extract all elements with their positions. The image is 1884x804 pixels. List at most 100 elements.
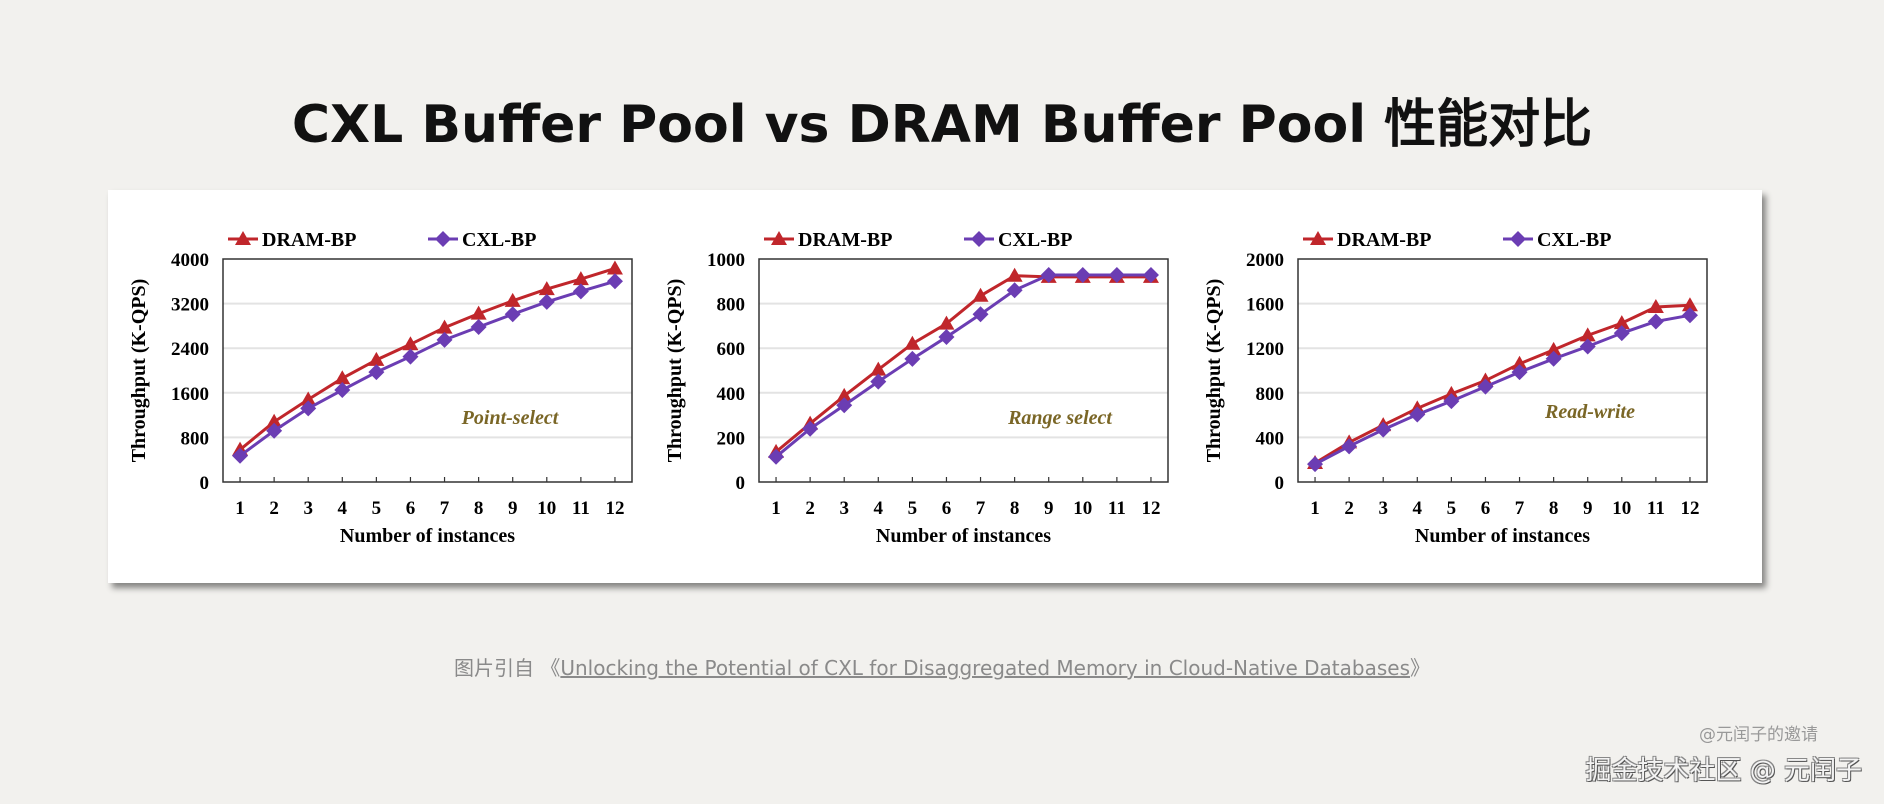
- y-tick-label: 0: [736, 473, 746, 494]
- data-point-dram-bp: [470, 305, 487, 320]
- data-point-cxl-bp: [436, 331, 453, 348]
- data-point-cxl-bp: [1647, 313, 1664, 330]
- x-tick-label: 7: [976, 498, 986, 519]
- x-tick-label: 5: [1447, 498, 1457, 519]
- data-point-cxl-bp: [300, 400, 317, 417]
- data-point-cxl-bp: [1108, 267, 1125, 284]
- data-point-dram-bp: [1006, 267, 1023, 282]
- caption-open-bracket: 《: [540, 656, 561, 680]
- workload-annotation: Point-select: [461, 407, 560, 429]
- data-point-cxl-bp: [572, 283, 589, 300]
- x-tick-label: 11: [1108, 498, 1126, 519]
- data-point-dram-bp: [904, 335, 921, 350]
- figure-caption: 图片引自 《Unlocking the Potential of CXL for…: [0, 652, 1884, 681]
- data-point-cxl-bp: [1545, 350, 1562, 367]
- data-point-cxl-bp: [1006, 282, 1023, 299]
- data-point-cxl-bp: [1307, 456, 1324, 473]
- data-point-cxl-bp: [1074, 267, 1091, 284]
- y-tick-label: 1000: [707, 250, 745, 271]
- data-point-cxl-bp: [1477, 378, 1494, 395]
- x-tick-label: 7: [1515, 498, 1525, 519]
- data-point-dram-bp: [972, 287, 989, 302]
- y-axis-title: Throughput (K-QPS): [664, 279, 686, 463]
- x-tick-label: 2: [1344, 498, 1354, 519]
- data-point-dram-bp: [436, 319, 453, 334]
- x-tick-label: 10: [1073, 498, 1092, 519]
- series-line-cxl-bp: [1314, 313, 1691, 466]
- caption-prefix: 图片引自: [454, 656, 534, 680]
- legend-label: CXL-BP: [1537, 229, 1611, 251]
- x-axis-title: Number of instances: [340, 525, 515, 547]
- data-point-dram-bp: [368, 351, 385, 366]
- x-axis-title: Number of instances: [876, 525, 1051, 547]
- y-axis-title: Throughput (K-QPS): [128, 279, 150, 463]
- data-point-dram-bp: [1613, 315, 1630, 330]
- caption-close-bracket: 》: [1410, 656, 1430, 680]
- workload-annotation: Range select: [1007, 407, 1113, 429]
- data-point-cxl-bp: [402, 348, 419, 365]
- x-tick-label: 4: [338, 498, 348, 519]
- data-point-dram-bp: [266, 413, 283, 428]
- x-tick-label: 8: [1010, 498, 1020, 519]
- x-tick-label: 5: [908, 498, 918, 519]
- data-point-cxl-bp: [1511, 364, 1528, 381]
- x-tick-label: 1: [235, 498, 245, 519]
- legend-marker-dram-bp: [1310, 231, 1326, 245]
- plot-area-frame: [1297, 258, 1708, 483]
- data-point-dram-bp: [1579, 327, 1596, 342]
- legend-marker-dram-bp: [771, 231, 787, 245]
- y-tick-label: 200: [717, 428, 746, 449]
- x-tick-label: 6: [1481, 498, 1491, 519]
- caption-source-link[interactable]: Unlocking the Potential of CXL for Disag…: [560, 656, 1410, 680]
- x-tick-label: 7: [440, 498, 450, 519]
- x-tick-label: 8: [1549, 498, 1559, 519]
- data-point-dram-bp: [334, 370, 351, 385]
- y-tick-label: 3200: [171, 295, 209, 316]
- data-point-cxl-bp: [538, 293, 555, 310]
- legend-label: DRAM-BP: [798, 229, 892, 251]
- x-tick-label: 3: [303, 498, 313, 519]
- legend-marker-cxl-bp: [971, 231, 987, 247]
- data-point-cxl-bp: [870, 373, 887, 390]
- data-point-cxl-bp: [266, 422, 283, 439]
- y-tick-label: 600: [717, 339, 746, 360]
- x-tick-label: 12: [605, 498, 624, 519]
- data-point-dram-bp: [1511, 355, 1528, 370]
- y-tick-label: 400: [717, 384, 746, 405]
- y-tick-label: 2000: [1246, 250, 1284, 271]
- data-point-dram-bp: [1443, 385, 1460, 400]
- x-tick-label: 1: [771, 498, 781, 519]
- data-point-cxl-bp: [1409, 406, 1426, 423]
- x-tick-label: 1: [1310, 498, 1320, 519]
- data-point-dram-bp: [836, 387, 853, 402]
- x-tick-label: 9: [1044, 498, 1054, 519]
- series-line-cxl-bp: [775, 273, 1151, 458]
- y-tick-label: 0: [200, 473, 210, 494]
- watermark-invite: @元闰子的邀请: [1699, 725, 1818, 745]
- legend-label: DRAM-BP: [262, 229, 356, 251]
- x-tick-label: 8: [474, 498, 484, 519]
- data-point-cxl-bp: [1681, 307, 1698, 324]
- x-tick-label: 10: [537, 498, 556, 519]
- data-point-cxl-bp: [606, 273, 623, 290]
- x-tick-label: 9: [1583, 498, 1593, 519]
- x-tick-label: 2: [805, 498, 815, 519]
- x-tick-label: 12: [1680, 498, 1699, 519]
- y-tick-label: 800: [181, 428, 210, 449]
- data-point-cxl-bp: [470, 319, 487, 336]
- x-tick-label: 4: [1413, 498, 1423, 519]
- series-line-cxl-bp: [239, 279, 616, 458]
- data-point-dram-bp: [870, 361, 887, 376]
- data-point-cxl-bp: [768, 448, 785, 465]
- x-tick-label: 3: [839, 498, 849, 519]
- legend-label: CXL-BP: [998, 229, 1072, 251]
- data-point-dram-bp: [504, 292, 521, 307]
- data-point-dram-bp: [300, 391, 317, 406]
- data-point-cxl-bp: [1040, 267, 1057, 284]
- x-tick-label: 3: [1378, 498, 1388, 519]
- data-point-cxl-bp: [368, 364, 385, 381]
- data-point-cxl-bp: [1142, 267, 1159, 284]
